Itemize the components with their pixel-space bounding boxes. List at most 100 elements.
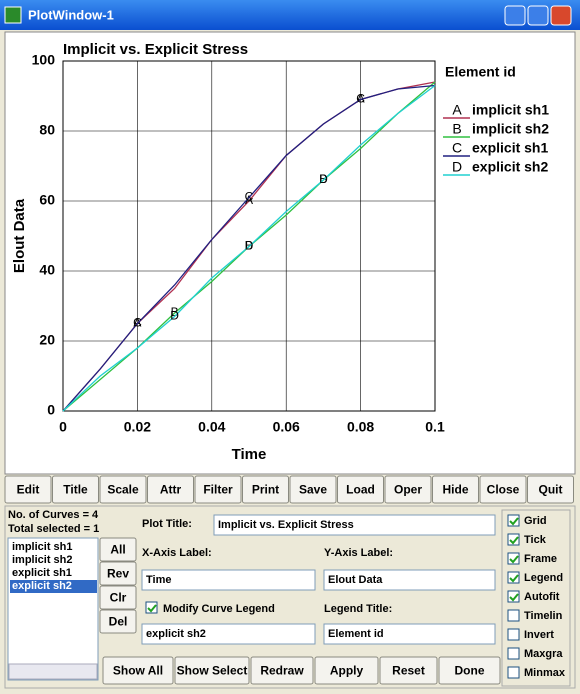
- toolbar-button[interactable]: [242, 475, 289, 504]
- toolbar-button[interactable]: [52, 475, 99, 504]
- curve-marker: C: [133, 316, 142, 330]
- action-button[interactable]: [314, 656, 379, 685]
- action-button[interactable]: [250, 656, 314, 685]
- text-input-value: Elout Data: [328, 574, 383, 586]
- legend-marker: C: [452, 140, 462, 156]
- y-tick-label: 80: [39, 122, 55, 138]
- list-button-label: Del: [109, 615, 128, 629]
- curve-marker: D: [170, 309, 179, 323]
- toolbar-button-label: Hide: [442, 483, 468, 497]
- y-tick-label: 40: [39, 262, 55, 278]
- y-tick-label: 60: [39, 192, 55, 208]
- y-axis-label: Elout Data: [11, 198, 28, 273]
- curve-list-item[interactable]: implicit sh2: [12, 554, 73, 566]
- total-selected: Total selected = 1: [8, 523, 99, 535]
- toolbar-button-label: Scale: [107, 483, 139, 497]
- curve-marker: A: [245, 193, 253, 207]
- list-button[interactable]: [99, 585, 137, 610]
- legend-marker: A: [452, 102, 462, 118]
- toolbar-button[interactable]: [337, 475, 384, 504]
- checkbox[interactable]: [507, 571, 520, 584]
- toolbar-button[interactable]: [384, 475, 432, 504]
- option-label: Grid: [524, 515, 547, 527]
- minimize-button[interactable]: [504, 5, 526, 26]
- close-button[interactable]: [550, 5, 572, 26]
- title-bar: [0, 0, 580, 30]
- toolbar-button[interactable]: [147, 475, 194, 504]
- curve-list-item[interactable]: explicit sh2: [12, 580, 72, 592]
- series-line: [62, 84, 436, 412]
- x-tick-label: 0.04: [198, 419, 225, 435]
- series-line: [62, 84, 436, 412]
- curve-list-item[interactable]: implicit sh1: [12, 541, 73, 553]
- legend-entry: implicit sh2: [472, 121, 549, 137]
- checkbox[interactable]: [507, 666, 520, 679]
- checkbox[interactable]: [507, 514, 520, 527]
- curve-list-item[interactable]: explicit sh1: [12, 567, 72, 579]
- checkbox[interactable]: [507, 552, 520, 565]
- action-button[interactable]: [174, 656, 250, 685]
- field-label: Legend Title:: [324, 603, 392, 615]
- options-box: [501, 509, 571, 687]
- toolbar-button-label: Attr: [160, 483, 182, 497]
- toolbar-button[interactable]: [527, 475, 574, 504]
- field-label: Modify Curve Legend: [163, 603, 275, 615]
- checkbox[interactable]: [507, 628, 520, 641]
- checkmark: [509, 555, 519, 564]
- text-input[interactable]: [323, 623, 496, 645]
- text-input[interactable]: [141, 623, 316, 645]
- legend-entry: explicit sh2: [472, 159, 548, 175]
- list-button[interactable]: [99, 537, 137, 562]
- checkmark: [509, 574, 519, 583]
- x-tick-label: 0.08: [347, 419, 374, 435]
- maximize-button[interactable]: [527, 5, 549, 26]
- checkmark: [147, 604, 157, 613]
- checkmark: [509, 593, 519, 602]
- toolbar-button-label: Oper: [394, 483, 422, 497]
- list-scrollbar: [8, 663, 98, 680]
- toolbar-button-label: Title: [63, 483, 88, 497]
- toolbar-button-label: Filter: [203, 483, 233, 497]
- action-button-label: Show All: [113, 664, 163, 678]
- toolbar-button[interactable]: [4, 475, 52, 504]
- list-button-label: All: [110, 543, 125, 557]
- field-label: Plot Title:: [142, 518, 192, 530]
- list-button[interactable]: [99, 561, 137, 586]
- text-input[interactable]: [323, 569, 496, 591]
- text-input[interactable]: [141, 569, 316, 591]
- toolbar-button-label: Save: [299, 483, 327, 497]
- action-button[interactable]: [102, 656, 174, 685]
- curve-marker: D: [245, 239, 254, 253]
- toolbar-button[interactable]: [479, 475, 527, 504]
- text-input[interactable]: [213, 514, 496, 536]
- checkbox[interactable]: [507, 647, 520, 660]
- list-button-label: Clr: [110, 591, 127, 605]
- text-input-value: explicit sh2: [146, 628, 206, 640]
- curve-marker: C: [356, 92, 365, 106]
- x-tick-label: 0.06: [273, 419, 300, 435]
- plot-area: [4, 31, 576, 475]
- option-label: Legend: [524, 572, 563, 584]
- list-button[interactable]: [99, 609, 137, 634]
- checkbox[interactable]: [507, 533, 520, 546]
- legend-marker: D: [452, 159, 462, 175]
- toolbar-button-label: Print: [252, 483, 279, 497]
- option-label: Autofit: [524, 591, 560, 603]
- list-button-label: Rev: [107, 567, 129, 581]
- legend-entry: explicit sh1: [472, 140, 548, 156]
- legend-entry: implicit sh1: [472, 102, 549, 118]
- toolbar-button[interactable]: [432, 475, 479, 504]
- checkbox[interactable]: [507, 609, 520, 622]
- action-button[interactable]: [438, 656, 501, 685]
- checkbox[interactable]: [507, 590, 520, 603]
- checkbox[interactable]: [145, 601, 158, 614]
- toolbar-button[interactable]: [194, 475, 242, 504]
- toolbar-button[interactable]: [99, 475, 147, 504]
- window-title: PlotWindow-1: [28, 7, 114, 22]
- option-label: Frame: [524, 553, 557, 565]
- action-button[interactable]: [379, 656, 438, 685]
- curve-marker: A: [357, 92, 365, 106]
- x-axis-label: Time: [232, 446, 267, 463]
- text-input-value: Implicit vs. Explicit Stress: [218, 519, 354, 531]
- toolbar-button[interactable]: [289, 475, 337, 504]
